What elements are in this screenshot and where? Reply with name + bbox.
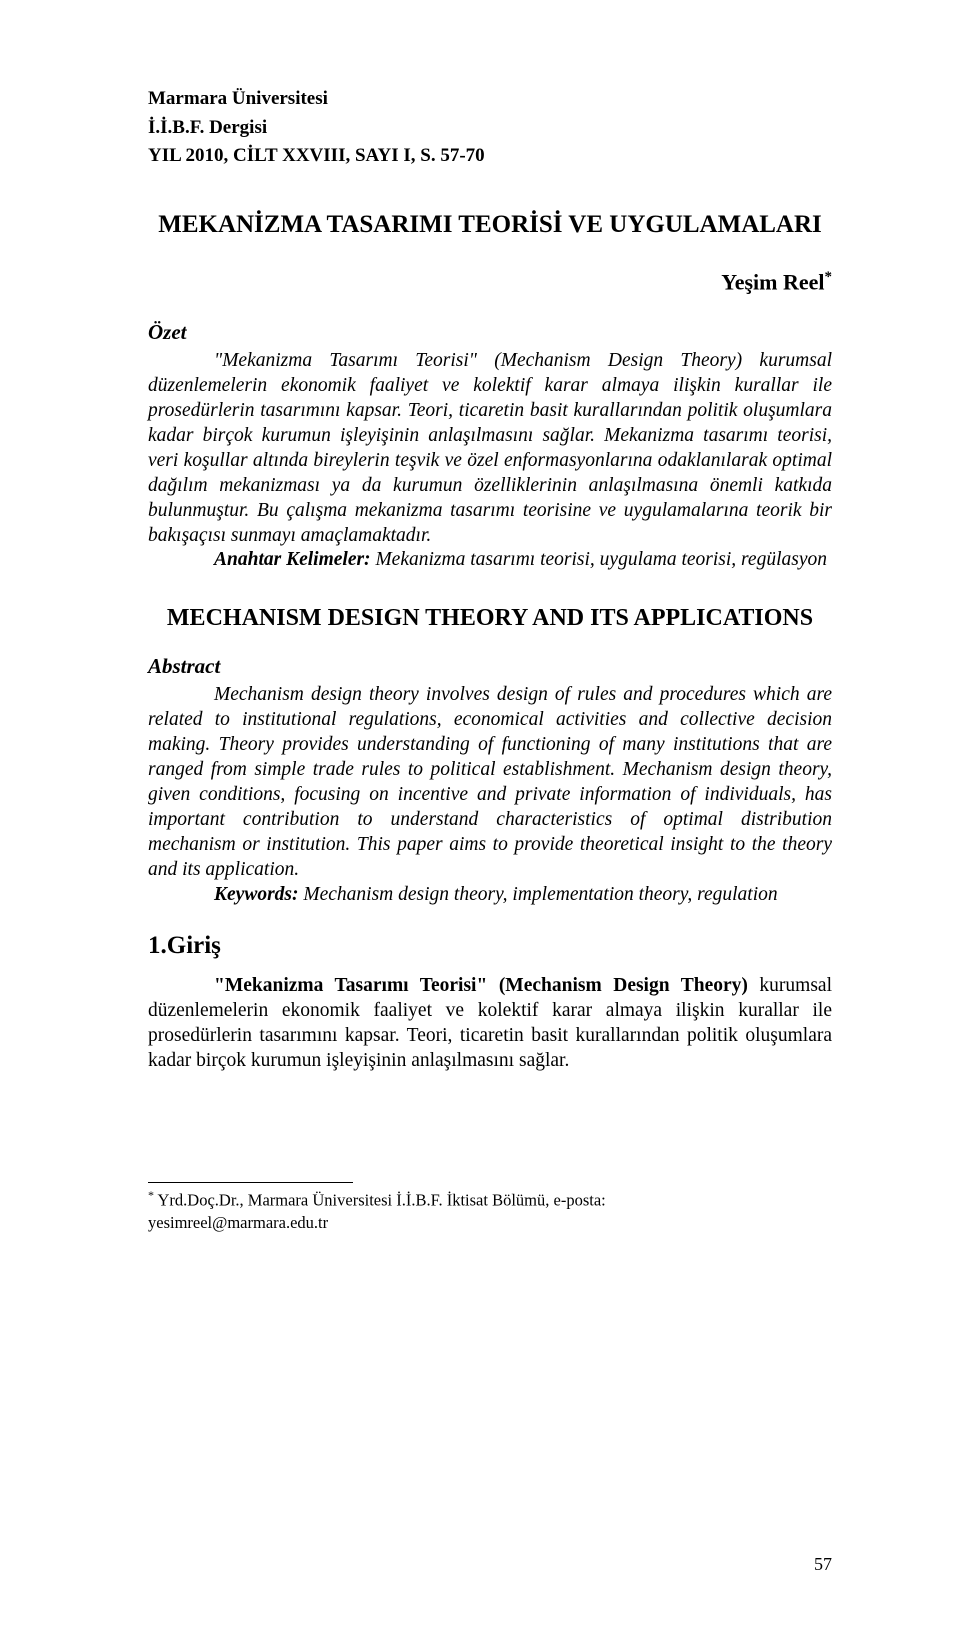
ozet-keywords-label: Anahtar Kelimeler: xyxy=(214,549,371,570)
ozet-keywords-text: Mekanizma tasarımı teorisi, uygulama teo… xyxy=(371,549,827,570)
ozet-heading: Özet xyxy=(148,320,832,345)
abstract-heading: Abstract xyxy=(148,654,832,679)
header-line-2: İ.İ.B.F. Dergisi xyxy=(148,114,832,143)
ozet-para1: "Mekanizma Tasarımı Teorisi" (Mechanism … xyxy=(148,350,832,546)
header-line-1: Marmara Üniversitesi xyxy=(148,85,832,114)
ozet-body: "Mekanizma Tasarımı Teorisi" (Mechanism … xyxy=(148,349,832,574)
giris-lead-bold: "Mekanizma Tasarımı Teorisi" (Mechanism … xyxy=(214,975,748,996)
paper-title: MEKANİZMA TASARIMI TEORİSİ VE UYGULAMALA… xyxy=(148,211,832,239)
footnote-text1: Yrd.Doç.Dr., Marmara Üniversitesi İ.İ.B.… xyxy=(154,1190,606,1209)
footnote: * Yrd.Doç.Dr., Marmara Üniversitesi İ.İ.… xyxy=(148,1187,832,1234)
abstract-keywords-text: Mechanism design theory, implementation … xyxy=(299,884,778,905)
page-number: 57 xyxy=(814,1554,832,1575)
abstract-keywords-label: Keywords: xyxy=(214,884,299,905)
author-name: Yeşim Reel* xyxy=(148,269,832,295)
footnote-text2: yesimreel@marmara.edu.tr xyxy=(148,1213,328,1232)
journal-header: Marmara Üniversitesi İ.İ.B.F. Dergisi YI… xyxy=(148,85,832,171)
header-line-3: YIL 2010, CİLT XXVIII, SAYI I, S. 57-70 xyxy=(148,142,832,171)
giris-heading: 1.Giriş xyxy=(148,932,832,960)
author-text: Yeşim Reel xyxy=(721,269,824,294)
abstract-para1: Mechanism design theory involves design … xyxy=(148,684,832,880)
title-english: MECHANISM DESIGN THEORY AND ITS APPLICAT… xyxy=(148,605,832,632)
giris-body: "Mekanizma Tasarımı Teorisi" (Mechanism … xyxy=(148,974,832,1074)
abstract-body: Mechanism design theory involves design … xyxy=(148,683,832,908)
author-marker: * xyxy=(825,269,833,285)
paper-page: Marmara Üniversitesi İ.İ.B.F. Dergisi YI… xyxy=(0,0,960,1625)
footnote-rule xyxy=(148,1182,353,1183)
